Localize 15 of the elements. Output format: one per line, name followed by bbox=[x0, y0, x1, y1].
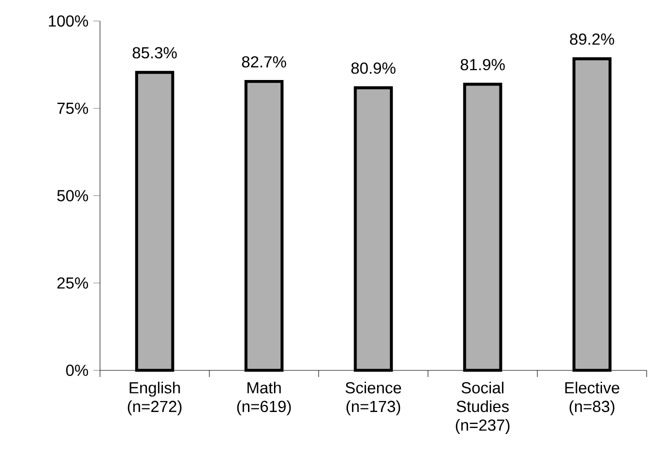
y-tick-label: 75% bbox=[57, 102, 88, 114]
y-tick-label: 0% bbox=[66, 364, 88, 376]
y-tick-label: 50% bbox=[57, 190, 88, 202]
x-tick-label: Science (n=173) bbox=[346, 382, 402, 416]
y-tick-label: 25% bbox=[57, 277, 88, 289]
x-tick-label: Elective (n=83) bbox=[565, 382, 620, 416]
x-tick-label: Social Studies (n=237) bbox=[456, 382, 510, 434]
data-label: 89.2% bbox=[570, 33, 614, 45]
data-label: 81.9% bbox=[460, 58, 505, 70]
data-label: 82.7% bbox=[242, 56, 286, 68]
y-tick-label: 100% bbox=[48, 15, 88, 27]
data-label: 80.9% bbox=[351, 62, 396, 74]
data-label: 85.3% bbox=[132, 47, 177, 58]
x-tick-label: English (n=272) bbox=[128, 382, 182, 416]
x-tick-label: Math (n=619) bbox=[237, 382, 291, 416]
